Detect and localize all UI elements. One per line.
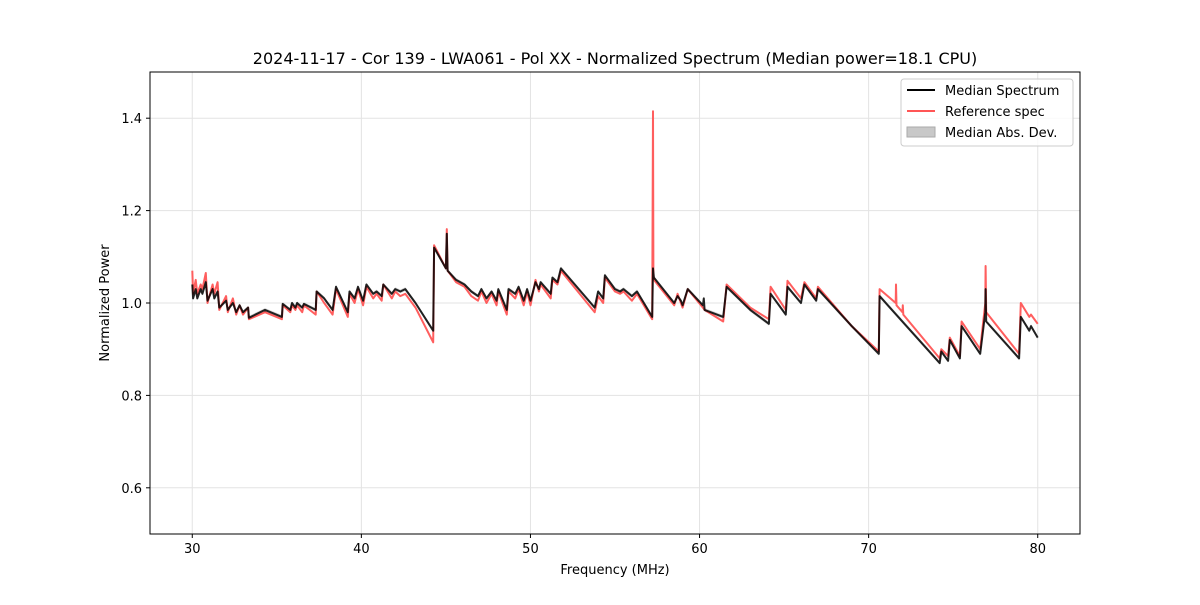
x-axis: 30 40 50 60 70 80 xyxy=(184,534,1046,557)
x-tick-label: 50 xyxy=(522,542,539,557)
y-axis-label: Normalized Power xyxy=(98,244,113,362)
x-tick-label: 60 xyxy=(691,542,708,557)
reference-spectrum-line xyxy=(191,110,1039,360)
legend-box xyxy=(900,78,1074,147)
y-axis: 0.6 0.8 1.0 1.2 1.4 xyxy=(121,112,150,497)
y-tick-label: 1.0 xyxy=(121,297,142,312)
y-tick-label: 0.8 xyxy=(121,389,142,404)
reference-layer xyxy=(191,110,1039,365)
legend-mad-swatch xyxy=(906,126,936,138)
x-axis-label: Frequency (MHz) xyxy=(560,563,669,578)
mad-band xyxy=(192,231,1038,365)
x-tick-label: 80 xyxy=(1029,542,1046,557)
legend-mad-label: Median Abs. Dev. xyxy=(945,126,1057,141)
grid xyxy=(150,72,1080,534)
legend: Median Spectrum Reference spec Median Ab… xyxy=(900,78,1074,147)
y-tick-label: 0.6 xyxy=(121,482,142,497)
chart-title: 2024-11-17 - Cor 139 - LWA061 - Pol XX -… xyxy=(253,49,977,68)
median-spectrum-line xyxy=(191,232,1039,365)
y-tick-label: 1.4 xyxy=(121,112,142,127)
x-tick-label: 40 xyxy=(353,542,370,557)
legend-reference-label: Reference spec xyxy=(945,105,1045,120)
legend-median-label: Median Spectrum xyxy=(945,84,1059,99)
median-layer xyxy=(191,232,1039,365)
x-tick-label: 30 xyxy=(184,542,201,557)
y-tick-label: 1.2 xyxy=(121,205,142,220)
x-tick-label: 70 xyxy=(860,542,877,557)
